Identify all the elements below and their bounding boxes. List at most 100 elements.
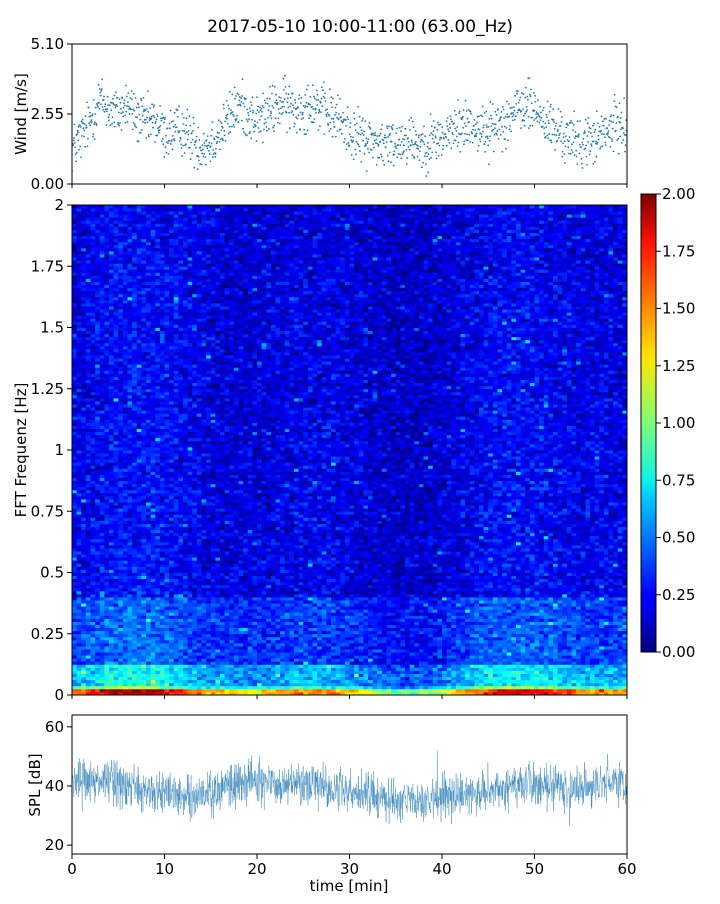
wind-point bbox=[613, 115, 615, 117]
spectrogram-cell bbox=[165, 683, 170, 686]
wind-point bbox=[251, 104, 253, 106]
wind-point bbox=[542, 110, 544, 112]
spectrogram-cell bbox=[91, 377, 96, 380]
spectrogram-cell bbox=[118, 226, 123, 229]
spectrogram-cell bbox=[137, 686, 142, 689]
spectrogram-cell bbox=[151, 677, 156, 680]
spectrogram-cell bbox=[132, 419, 137, 422]
spectrogram-cell bbox=[146, 312, 151, 315]
spectrogram-cell bbox=[95, 594, 100, 597]
spectrogram-cell bbox=[146, 220, 151, 223]
spectrogram-cell bbox=[123, 395, 128, 398]
spectrogram-cell bbox=[72, 683, 77, 686]
spectrogram-cell bbox=[114, 505, 119, 508]
spectrogram-cell bbox=[91, 312, 96, 315]
spectrogram-cell bbox=[109, 563, 114, 566]
spectrogram-cell bbox=[72, 321, 77, 324]
wind-point bbox=[595, 141, 597, 143]
wind-point bbox=[429, 158, 431, 160]
spectrogram-cell bbox=[109, 628, 114, 631]
wind-point bbox=[621, 142, 623, 144]
spectrogram-cell bbox=[95, 456, 100, 459]
wind-point bbox=[140, 132, 142, 134]
wind-point bbox=[360, 134, 362, 136]
spectrogram-cell bbox=[114, 487, 119, 490]
spectrogram-cell bbox=[165, 487, 170, 490]
spectrogram-cell bbox=[114, 680, 119, 683]
spectrogram-cell bbox=[109, 352, 114, 355]
wind-point bbox=[220, 138, 222, 140]
wind-point bbox=[275, 118, 277, 120]
spectrogram-cell bbox=[81, 303, 86, 306]
spectrogram-cell bbox=[128, 306, 133, 309]
spectrogram-cell bbox=[77, 686, 82, 689]
wind-point bbox=[393, 150, 395, 152]
spectrogram-cell bbox=[81, 416, 86, 419]
spectrogram-cell bbox=[109, 478, 114, 481]
spectrogram-cell bbox=[104, 579, 109, 582]
spectrogram-cell bbox=[137, 462, 142, 465]
spectrogram-cell bbox=[146, 401, 151, 404]
spectrogram-cell bbox=[137, 389, 142, 392]
spectrogram-cell bbox=[91, 413, 96, 416]
spectrogram-cell bbox=[114, 364, 119, 367]
wind-point bbox=[262, 142, 264, 144]
spectrogram-cell bbox=[114, 373, 119, 376]
spectrogram-cell bbox=[169, 364, 174, 367]
spectrogram-cell bbox=[91, 649, 96, 652]
spectrogram-cell bbox=[137, 223, 142, 226]
spectrogram-cell bbox=[160, 478, 165, 481]
spectrogram-cell bbox=[137, 413, 142, 416]
spectrogram-cell bbox=[137, 349, 142, 352]
spectrogram-cell bbox=[123, 263, 128, 266]
spectrogram-cell bbox=[86, 447, 91, 450]
spectrogram-cell bbox=[141, 667, 146, 670]
spectrogram-cell bbox=[151, 618, 156, 621]
wind-point bbox=[145, 119, 147, 121]
spectrogram-cell bbox=[128, 554, 133, 557]
spectrogram-cell bbox=[100, 453, 105, 456]
spectrogram-cell bbox=[174, 569, 179, 572]
wind-point bbox=[446, 120, 448, 122]
spectrogram-cell bbox=[77, 493, 82, 496]
spectrogram-cell bbox=[132, 481, 137, 484]
spectrogram-cell bbox=[95, 603, 100, 606]
spectrogram-cell bbox=[160, 205, 165, 208]
wind-point bbox=[419, 159, 421, 161]
spectrogram-cell bbox=[77, 205, 82, 208]
wind-point bbox=[227, 123, 229, 125]
wind-point bbox=[550, 106, 552, 108]
spectrogram-cell bbox=[77, 435, 82, 438]
spectrogram-cell bbox=[72, 646, 77, 649]
spectrogram-cell bbox=[160, 499, 165, 502]
spectrogram-cell bbox=[132, 380, 137, 383]
spectrogram-cell bbox=[86, 597, 91, 600]
spectrogram-cell bbox=[155, 680, 160, 683]
spectrogram-cell bbox=[165, 597, 170, 600]
spectrogram-cell bbox=[169, 346, 174, 349]
spectrogram-cell bbox=[109, 508, 114, 511]
spectrogram-cell bbox=[91, 615, 96, 618]
spectrogram-cell bbox=[100, 661, 105, 664]
spectrogram-cell bbox=[72, 315, 77, 318]
wind-point bbox=[506, 101, 508, 103]
spectrogram-cell bbox=[95, 530, 100, 533]
wind-point bbox=[465, 100, 467, 102]
wind-point bbox=[204, 145, 206, 147]
spectrogram-cell bbox=[155, 266, 160, 269]
wind-point bbox=[119, 98, 121, 100]
wind-point bbox=[516, 93, 518, 95]
spectrogram-cell bbox=[95, 410, 100, 413]
spectrogram-cell bbox=[132, 603, 137, 606]
wind-point bbox=[86, 127, 88, 129]
spectrogram-cell bbox=[160, 640, 165, 643]
spectrogram-cell bbox=[174, 628, 179, 631]
wind-point bbox=[462, 127, 464, 129]
spectrogram-cell bbox=[141, 649, 146, 652]
spectrogram-cell bbox=[81, 640, 86, 643]
spectrogram-cell bbox=[77, 312, 82, 315]
spectrogram-cell bbox=[160, 383, 165, 386]
spectrogram-cell bbox=[95, 514, 100, 517]
spectrogram-cell bbox=[77, 266, 82, 269]
wind-point bbox=[125, 111, 127, 113]
